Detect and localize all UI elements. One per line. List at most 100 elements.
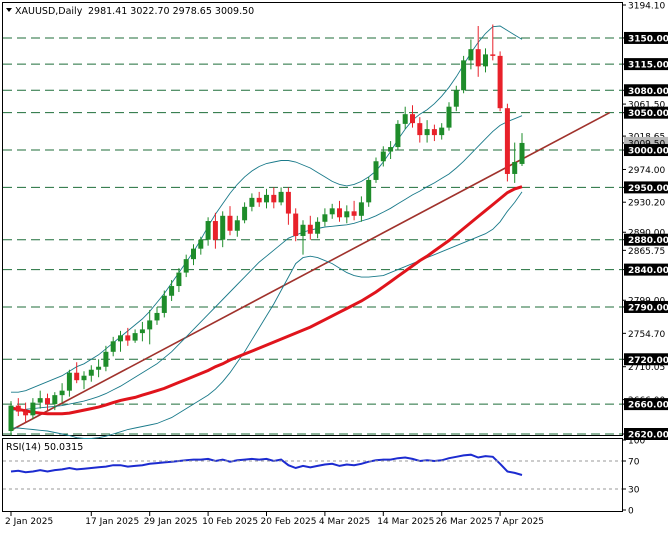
- symbol-timeframe: XAUUSD,Daily: [15, 6, 83, 17]
- level-label-box: [624, 181, 668, 194]
- price-tick-label: 2930.20: [628, 199, 665, 209]
- candle-body: [74, 372, 80, 381]
- candle-body: [315, 221, 321, 234]
- candle-body: [161, 295, 167, 313]
- level-label-box: [624, 31, 668, 44]
- candle-body: [373, 161, 379, 180]
- candle-body: [410, 114, 415, 124]
- rsi-pane-frame: [2, 438, 623, 512]
- candle-body: [15, 405, 21, 412]
- candle-body: [45, 398, 50, 405]
- candle-body: [278, 191, 284, 203]
- candle-body: [30, 402, 36, 416]
- candle-body: [220, 215, 226, 240]
- level-label: 2790.00: [628, 303, 669, 313]
- time-axis: 2 Jan 2025 17 Jan 2025 29 Jan 2025 10 Feb 2…: [5, 512, 544, 527]
- level-label-box: [624, 353, 668, 366]
- candle-body: [125, 335, 131, 341]
- moving-average-layer: [10, 185, 523, 416]
- candle-body: [212, 221, 218, 240]
- candle-body: [256, 197, 262, 203]
- candle-body: [271, 194, 277, 203]
- time-tick-label: 10 Feb 2025: [202, 517, 258, 527]
- price-tick-label: 2754.70: [628, 330, 665, 340]
- candle-body: [388, 147, 394, 152]
- candle-body: [512, 161, 518, 174]
- rsi-tick-label: 0: [628, 507, 634, 517]
- candle-body: [490, 54, 496, 56]
- candle-body: [139, 329, 145, 334]
- level-label: 2950.00: [628, 184, 669, 194]
- candle-body: [132, 333, 138, 341]
- candle-body: [439, 127, 445, 136]
- rsi-tick-label: 70: [628, 458, 640, 468]
- collapse-arrow-icon[interactable]: [6, 8, 12, 12]
- level-label: 2660.00: [628, 401, 669, 411]
- candle-body: [468, 49, 474, 61]
- level-label: 3000.00: [628, 147, 669, 157]
- level-label: 2620.00: [628, 431, 669, 441]
- candle-body: [66, 372, 72, 391]
- candle-body: [300, 224, 306, 236]
- moving-average-line: [10, 185, 523, 416]
- candle-body: [96, 366, 102, 370]
- rsi-label: RSI(14) 50.0315: [6, 442, 83, 453]
- candle-body: [402, 114, 408, 124]
- bollinger-upper-band: [11, 25, 523, 393]
- candle-body: [264, 194, 269, 203]
- price-tick-label: 2710.05: [628, 363, 665, 373]
- candle-body: [23, 411, 29, 416]
- main-pane-frame: [2, 2, 623, 436]
- level-label: 3080.00: [628, 87, 669, 97]
- candle-body: [198, 239, 204, 249]
- time-tick-label: 26 Mar 2025: [436, 517, 493, 527]
- candle-body: [380, 151, 386, 162]
- level-label: 3115.00: [628, 61, 669, 71]
- level-label-box: [624, 398, 668, 411]
- time-tick-label: 20 Feb 2025: [261, 517, 317, 527]
- rsi-tick-label: 100: [628, 437, 645, 447]
- price-tick-label: 3061.50: [628, 101, 665, 111]
- candle-body: [497, 55, 503, 109]
- level-label-box: [624, 233, 668, 246]
- candle-body: [424, 129, 430, 136]
- level-label: 2720.00: [628, 356, 669, 366]
- rsi-layer: 100 70 30 0: [3, 437, 645, 517]
- candle-body: [431, 129, 437, 136]
- candle-body: [337, 208, 342, 218]
- candle-body: [227, 215, 233, 231]
- level-label-box: [624, 263, 668, 276]
- candle-body: [351, 211, 357, 216]
- level-label-box: [624, 428, 668, 440]
- candle-body: [285, 191, 291, 214]
- level-label: 3150.00: [628, 34, 669, 44]
- candle-body: [322, 214, 328, 222]
- candle-body: [81, 375, 87, 381]
- candle-body: [483, 54, 488, 67]
- candle-body: [234, 220, 240, 231]
- candle-body: [169, 286, 175, 296]
- price-tick-label: 2865.75: [628, 247, 665, 257]
- candle-body: [205, 221, 211, 240]
- candle-body: [307, 224, 313, 234]
- time-tick-label: 29 Jan 2025: [144, 517, 198, 527]
- candle-body: [154, 312, 160, 321]
- candle-body: [103, 351, 109, 367]
- price-tick-label: 2974.00: [628, 166, 665, 176]
- candles-layer: [8, 24, 525, 436]
- time-tick-label: 4 Mar 2025: [319, 517, 370, 527]
- price-tick-label: 3194.10: [628, 2, 665, 12]
- time-tick-label: 7 Apr 2025: [494, 517, 544, 527]
- candle-body: [344, 211, 350, 218]
- candle-body: [461, 60, 467, 91]
- candle-body: [183, 259, 189, 273]
- candle-body: [52, 395, 58, 405]
- bollinger-lower-band: [11, 191, 523, 439]
- candle-body: [118, 335, 123, 342]
- candle-body: [395, 123, 401, 148]
- level-label: 3050.00: [628, 109, 669, 119]
- candle-body: [358, 202, 364, 216]
- candle-body: [417, 123, 423, 136]
